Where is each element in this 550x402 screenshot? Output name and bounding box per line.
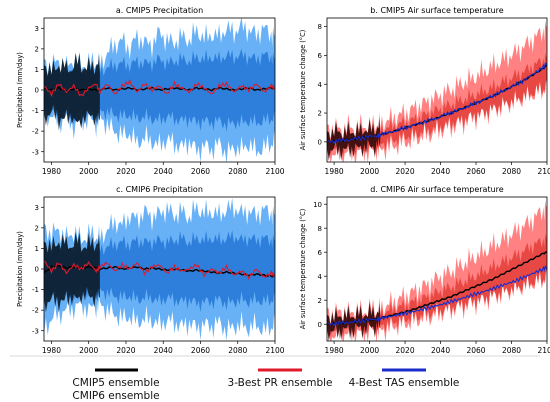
y-tick-label: 1 [35, 66, 39, 74]
x-tick-label: 2020 [396, 167, 415, 176]
y-tick-label: 3 [35, 25, 39, 33]
x-tick-label: 2000 [360, 346, 379, 355]
y-axis-label: Air surface temperature change (°C) [299, 30, 307, 151]
x-tick-label: 2020 [116, 167, 135, 176]
chart-panel-3: 1980 2000 2020 2040 2060 2080 2100 0 2 4 6 8 10 d. CM… [299, 185, 550, 355]
chart-title: a. CMIP5 Precipitation [116, 6, 203, 15]
y-tick-label: -2 [32, 307, 39, 315]
x-tick-label: 1980 [325, 167, 344, 176]
historical-band [44, 232, 100, 313]
plot-area [327, 20, 547, 162]
y-tick-label: 6 [318, 249, 323, 257]
x-tick-label: 2040 [154, 346, 173, 355]
y-tick-label: 8 [318, 23, 322, 31]
x-tick-label: 2100 [265, 167, 284, 176]
chart-panel-0: 1980 2000 2020 2040 2060 2080 2100 -3 -2 -1 0 1 2 3 a.… [16, 6, 285, 176]
band-inner [327, 52, 547, 157]
x-tick-label: 2080 [502, 167, 521, 176]
y-tick-label: -2 [32, 128, 39, 136]
legend-label-tas: 4-Best TAS ensemble [349, 377, 460, 389]
y-tick-label: 10 [313, 201, 322, 209]
x-tick-label: 2000 [79, 346, 98, 355]
x-tick-label: 2060 [191, 346, 210, 355]
y-tick-label: 6 [318, 52, 323, 60]
series-line-1 [44, 78, 275, 98]
x-tick-label: 1980 [42, 346, 61, 355]
x-tick-label: 1980 [325, 346, 344, 355]
x-tick-label: 2040 [154, 167, 173, 176]
y-tick-label: 0 [318, 138, 322, 146]
legend-label-cmip6: CMIP6 ensemble [72, 390, 159, 402]
chart-panel-1: 1980 2000 2020 2040 2060 2080 2100 0 2 4 6 8 b. CMIP… [299, 6, 550, 176]
y-tick-label: 8 [318, 225, 322, 233]
axes-frame [326, 196, 548, 342]
legend: CMIP5 ensemble CMIP6 ensemble 3-Best PR … [72, 368, 460, 402]
y-tick-label: 4 [318, 81, 323, 89]
plot-area [44, 197, 275, 341]
y-tick-label: 3 [35, 204, 39, 212]
legend-label-cmip5: CMIP5 ensemble [72, 377, 159, 389]
series-line-1 [44, 260, 275, 281]
y-tick-label: -3 [32, 327, 39, 335]
y-tick-label: 2 [35, 224, 39, 232]
chart-title: b. CMIP5 Air surface temperature [370, 6, 503, 15]
y-tick-label: 2 [318, 297, 322, 305]
plot-area [327, 199, 547, 341]
x-tick-label: 2060 [466, 346, 485, 355]
band-outer [327, 199, 547, 341]
x-tick-label: 2080 [228, 346, 247, 355]
x-tick-label: 2000 [79, 167, 98, 176]
x-tick-label: 2040 [431, 346, 450, 355]
band-inner [327, 233, 547, 338]
y-axis-label: Air surface temperature change (°C) [299, 209, 307, 330]
y-tick-label: 0 [35, 266, 39, 274]
y-tick-label: -1 [32, 107, 39, 115]
x-tick-label: 2000 [360, 167, 379, 176]
y-tick-label: 0 [318, 321, 322, 329]
y-tick-label: 0 [35, 87, 39, 95]
series-line-0 [44, 86, 275, 93]
historical-band [44, 53, 100, 131]
chart-title: c. CMIP6 Precipitation [116, 185, 203, 194]
chart-title: d. CMIP6 Air surface temperature [370, 185, 503, 194]
plot-area [44, 18, 275, 162]
series-line-1 [327, 264, 547, 327]
x-tick-label: 2100 [537, 167, 550, 176]
series-line-1 [327, 61, 547, 145]
chart-panel-2: 1980 2000 2020 2040 2060 2080 2100 -3 -2 -1 0 1 2 3 c.… [16, 185, 285, 355]
y-axis-label: Precipitation (mm/day) [16, 52, 24, 128]
axes-frame [326, 17, 548, 163]
x-tick-label: 2020 [116, 346, 135, 355]
y-tick-label: 2 [35, 45, 39, 53]
x-tick-label: 2080 [502, 346, 521, 355]
y-tick-label: -1 [32, 286, 39, 294]
y-tick-label: 1 [35, 245, 39, 253]
x-tick-label: 2040 [431, 167, 450, 176]
x-tick-label: 1980 [42, 167, 61, 176]
y-axis-label: Precipitation (mm/day) [16, 231, 24, 307]
x-tick-label: 2060 [191, 167, 210, 176]
y-tick-label: 2 [318, 110, 322, 118]
x-tick-label: 2100 [265, 346, 284, 355]
x-tick-label: 2100 [537, 346, 550, 355]
y-tick-label: 4 [318, 273, 323, 281]
y-tick-label: -3 [32, 148, 39, 156]
x-tick-label: 2080 [228, 167, 247, 176]
band-inner [44, 230, 275, 313]
x-tick-label: 2020 [396, 346, 415, 355]
legend-label-pr: 3-Best PR ensemble [228, 377, 333, 389]
x-tick-label: 2060 [466, 167, 485, 176]
